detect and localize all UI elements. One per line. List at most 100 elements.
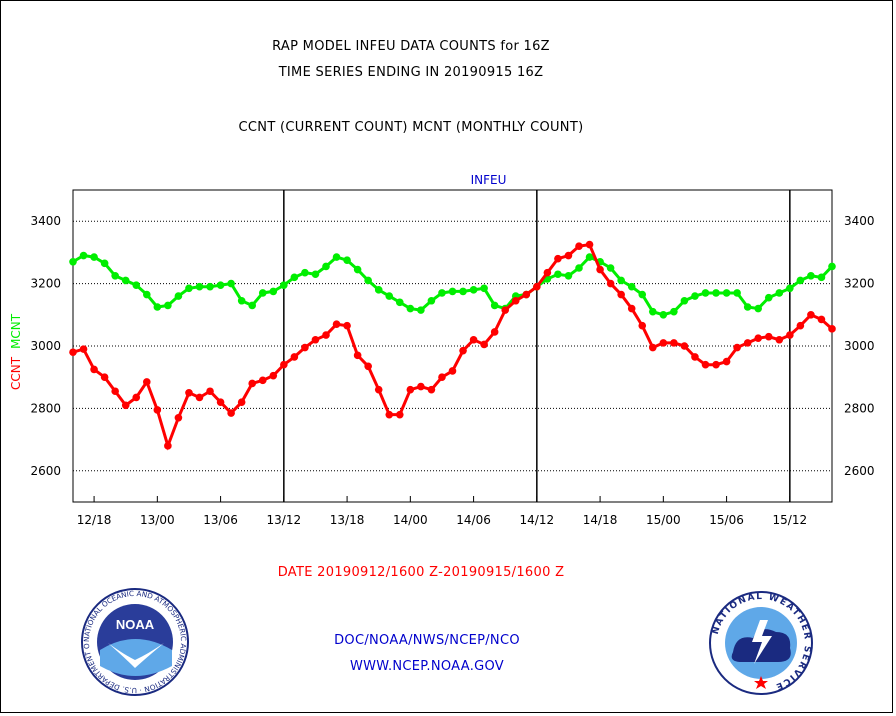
website-link[interactable]: WWW.NCEP.NOAA.GOV xyxy=(349,659,505,674)
data-point-ccnt xyxy=(111,387,119,396)
data-point-mcnt xyxy=(659,311,668,319)
x-tick-label: 12/18 xyxy=(77,513,112,527)
date-range-label: DATE 20190912/1600 Z-20190915/1600 Z xyxy=(277,565,565,580)
data-point-mcnt xyxy=(132,281,141,289)
data-point-mcnt xyxy=(490,301,499,310)
y-tick-label-right: 3200 xyxy=(844,277,875,291)
y-axis-label-mcnt: MCNT xyxy=(9,313,23,349)
data-point-mcnt xyxy=(575,264,583,272)
y-tick-label-right: 3000 xyxy=(844,339,875,353)
chart-title-line-1: RAP MODEL INFEU DATA COUNTS for 16Z xyxy=(272,39,550,54)
noaa-logo: NATIONAL OCEANIC AND ATMOSPHERIC ADMINIS… xyxy=(80,588,189,696)
data-point-mcnt xyxy=(670,307,678,316)
data-point-mcnt xyxy=(280,281,288,289)
data-point-ccnt xyxy=(374,385,383,394)
x-tick-label: 15/12 xyxy=(773,513,808,527)
data-point-mcnt xyxy=(438,289,446,297)
data-point-mcnt xyxy=(627,282,636,291)
org-link[interactable]: DOC/NOAA/NWS/NCEP/NCO xyxy=(334,633,520,648)
data-point-mcnt xyxy=(216,281,225,289)
data-point-ccnt xyxy=(100,373,109,382)
data-point-mcnt xyxy=(79,251,88,260)
data-point-ccnt xyxy=(438,373,446,382)
data-point-ccnt xyxy=(427,385,436,394)
data-point-ccnt xyxy=(817,315,826,324)
data-point-mcnt xyxy=(237,296,246,305)
data-point-ccnt xyxy=(617,290,625,299)
y-tick-label-left: 3200 xyxy=(30,277,61,291)
data-point-mcnt xyxy=(311,270,320,279)
data-point-ccnt xyxy=(722,357,731,366)
data-point-ccnt xyxy=(712,360,720,369)
data-point-ccnt xyxy=(459,346,467,355)
data-point-ccnt xyxy=(564,251,573,260)
chart-title-line-2: TIME SERIES ENDING IN 20190915 16Z xyxy=(278,65,544,80)
y-tick-label-right: 2600 xyxy=(844,464,875,478)
data-point-ccnt xyxy=(132,393,141,402)
y-tick-label-right: 3400 xyxy=(844,214,875,228)
data-point-ccnt xyxy=(206,387,214,396)
data-point-ccnt xyxy=(627,304,636,313)
data-point-mcnt xyxy=(153,303,162,311)
data-point-mcnt xyxy=(90,253,98,261)
y-tick-label-left: 2800 xyxy=(30,401,61,415)
x-tick-label: 14/00 xyxy=(393,513,428,527)
data-point-ccnt xyxy=(332,320,341,328)
data-point-ccnt xyxy=(659,339,668,347)
data-point-mcnt xyxy=(722,289,731,297)
data-point-ccnt xyxy=(280,360,288,369)
data-point-ccnt xyxy=(237,398,246,406)
data-point-mcnt xyxy=(617,276,625,285)
data-point-mcnt xyxy=(322,262,330,271)
data-point-mcnt xyxy=(374,286,383,294)
data-point-mcnt xyxy=(343,256,351,265)
data-point-ccnt xyxy=(554,254,562,263)
data-point-ccnt xyxy=(185,389,193,397)
data-point-ccnt xyxy=(343,321,351,330)
plot-title: INFEU xyxy=(471,173,507,187)
data-point-ccnt xyxy=(807,311,815,319)
data-point-ccnt xyxy=(90,365,98,374)
noaa-badge-text: NOAA xyxy=(116,617,155,632)
data-point-mcnt xyxy=(406,304,415,313)
data-point-mcnt xyxy=(69,257,77,266)
data-point-mcnt xyxy=(195,282,204,291)
data-point-mcnt xyxy=(764,293,773,302)
data-point-ccnt xyxy=(691,353,699,361)
data-point-ccnt xyxy=(258,376,267,385)
data-point-mcnt xyxy=(269,287,278,296)
data-point-mcnt xyxy=(332,253,341,261)
x-tick-label: 15/00 xyxy=(646,513,681,527)
x-tick-label: 14/18 xyxy=(583,513,618,527)
data-point-ccnt xyxy=(385,410,394,419)
data-point-mcnt xyxy=(564,272,573,280)
data-point-mcnt xyxy=(743,303,752,311)
data-point-ccnt xyxy=(596,265,604,274)
data-point-ccnt xyxy=(701,360,710,369)
data-point-ccnt xyxy=(733,343,741,352)
data-point-ccnt xyxy=(174,413,183,422)
data-point-ccnt xyxy=(585,240,594,249)
data-point-mcnt xyxy=(417,306,425,314)
data-point-ccnt xyxy=(69,348,77,357)
data-point-mcnt xyxy=(353,265,362,274)
data-point-ccnt xyxy=(828,325,836,333)
data-point-ccnt xyxy=(606,279,615,288)
data-point-mcnt xyxy=(258,289,267,297)
y-axis-label: CCNT MCNT xyxy=(9,313,23,390)
x-tick-label: 13/00 xyxy=(140,513,175,527)
data-point-ccnt xyxy=(501,306,510,314)
data-point-mcnt xyxy=(427,296,436,305)
y-tick-label-left: 2600 xyxy=(30,464,61,478)
data-point-mcnt xyxy=(206,282,214,291)
x-tick-label: 15/06 xyxy=(709,513,744,527)
data-point-ccnt xyxy=(480,340,488,349)
data-point-mcnt xyxy=(554,270,562,279)
y-tick-label-right: 2800 xyxy=(844,401,875,415)
x-tick-label: 14/12 xyxy=(520,513,555,527)
data-point-ccnt xyxy=(195,393,204,402)
data-point-ccnt xyxy=(364,362,372,371)
data-point-ccnt xyxy=(648,343,657,352)
data-point-ccnt xyxy=(142,378,151,386)
